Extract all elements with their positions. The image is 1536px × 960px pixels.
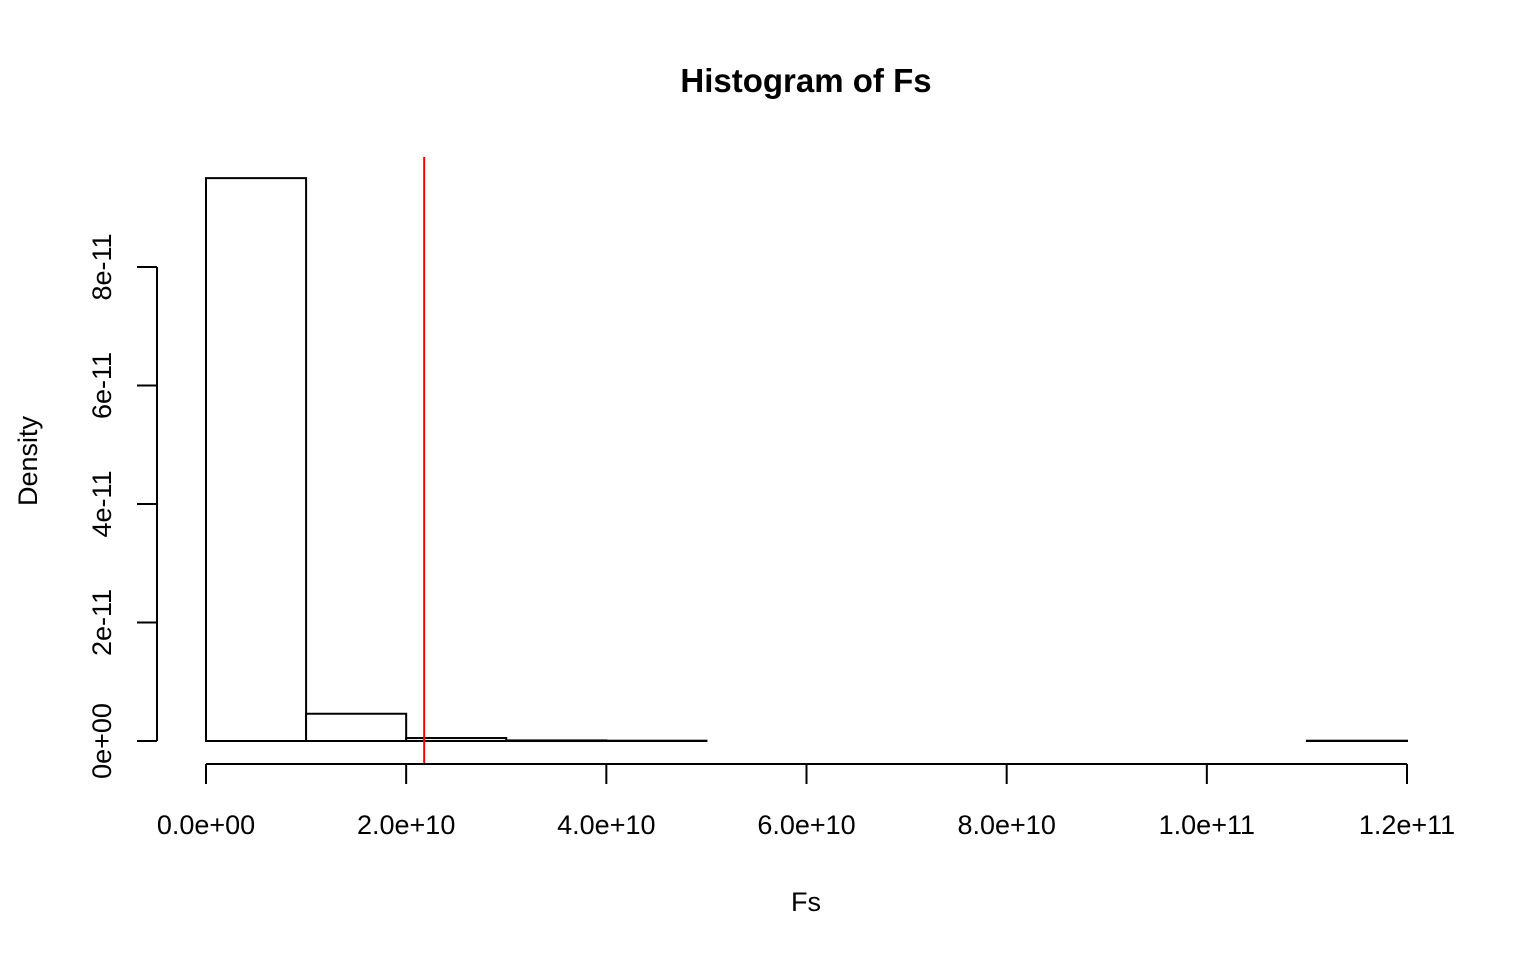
y-tick-label: 8e-11 <box>87 233 117 300</box>
x-tick-label: 6.0e+10 <box>757 810 855 840</box>
x-tick-label: 0.0e+00 <box>157 810 255 840</box>
x-axis: 0.0e+00 2.0e+10 4.0e+10 6.0e+10 8.0e+10 1.0e+… <box>157 763 1455 840</box>
y-tick-label: 2e-11 <box>87 589 117 656</box>
x-axis-title: Fs <box>791 887 821 917</box>
x-tick-label: 8.0e+10 <box>957 810 1055 840</box>
histogram-bar <box>205 177 308 742</box>
chart-title: Histogram of Fs <box>680 62 931 99</box>
x-tick-label: 2.0e+10 <box>357 810 455 840</box>
x-tick-label: 1.2e+11 <box>1359 810 1455 840</box>
histogram-bar <box>505 739 608 742</box>
y-axis: 0e+00 2e-11 4e-11 6e-11 8e-11 <box>87 233 158 779</box>
y-tick-label: 6e-11 <box>87 352 117 419</box>
x-tick-label: 4.0e+10 <box>557 810 655 840</box>
histogram-bar <box>405 737 508 742</box>
y-axis-title: Density <box>13 415 43 506</box>
x-tick-label: 1.0e+11 <box>1159 810 1255 840</box>
histogram-bars <box>205 177 1408 742</box>
histogram-bar <box>305 712 408 742</box>
y-tick-label: 0e+00 <box>87 703 117 779</box>
y-tick-label: 4e-11 <box>87 470 117 537</box>
